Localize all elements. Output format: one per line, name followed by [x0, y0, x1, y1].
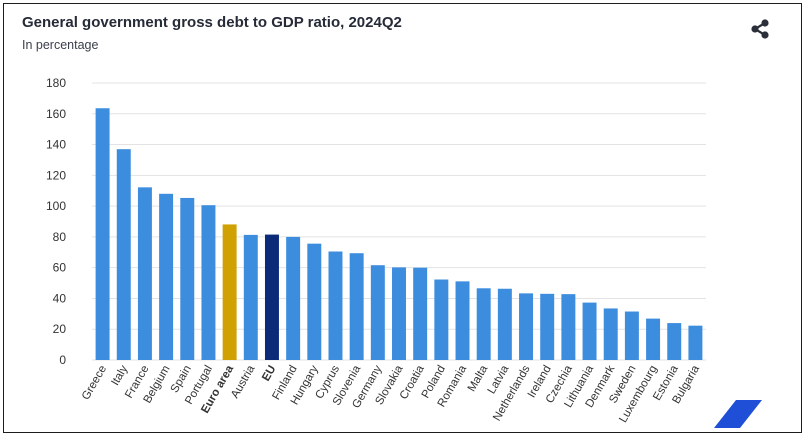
y-tick-label: 0 [59, 353, 66, 367]
y-tick-label: 160 [46, 107, 66, 121]
bar [328, 251, 343, 360]
chart-frame [3, 3, 802, 433]
y-tick-label: 140 [46, 138, 66, 152]
bar [201, 205, 216, 360]
bar [603, 308, 618, 360]
x-tick-label: Italy [109, 363, 130, 387]
bar [370, 265, 385, 360]
bar [392, 267, 406, 360]
y-tick-label: 60 [53, 261, 67, 275]
bar [540, 293, 555, 360]
bar [307, 243, 322, 360]
y-tick-label: 20 [53, 322, 67, 336]
bar [646, 318, 661, 360]
bar [116, 149, 131, 360]
chart-subtitle: In percentage [22, 38, 99, 52]
x-tick-label: EU [260, 364, 278, 384]
chart-title: General government gross debt to GDP rat… [22, 14, 402, 31]
share-icon[interactable] [747, 16, 773, 42]
bar [95, 108, 110, 360]
bar [222, 224, 237, 360]
bar [497, 288, 512, 360]
bar [688, 325, 703, 360]
x-tick-label: Greece [80, 364, 109, 403]
bar [476, 288, 491, 360]
bar [434, 279, 449, 360]
y-tick-label: 40 [53, 291, 67, 305]
bar [180, 197, 195, 360]
bar [582, 302, 597, 360]
eurostat-stripe-icon [712, 398, 764, 433]
y-tick-label: 120 [46, 168, 66, 182]
y-tick-label: 80 [53, 230, 67, 244]
bar [159, 193, 174, 360]
bar [349, 253, 364, 360]
y-tick-label: 180 [46, 76, 66, 90]
bar [413, 267, 428, 360]
bar [455, 281, 470, 360]
bar [264, 234, 279, 360]
bar [561, 294, 576, 360]
bar [243, 234, 258, 360]
bar [137, 187, 152, 360]
bar [286, 236, 301, 360]
bar [519, 293, 534, 360]
bar [667, 323, 682, 360]
bar [624, 311, 639, 360]
y-tick-label: 100 [46, 199, 66, 213]
